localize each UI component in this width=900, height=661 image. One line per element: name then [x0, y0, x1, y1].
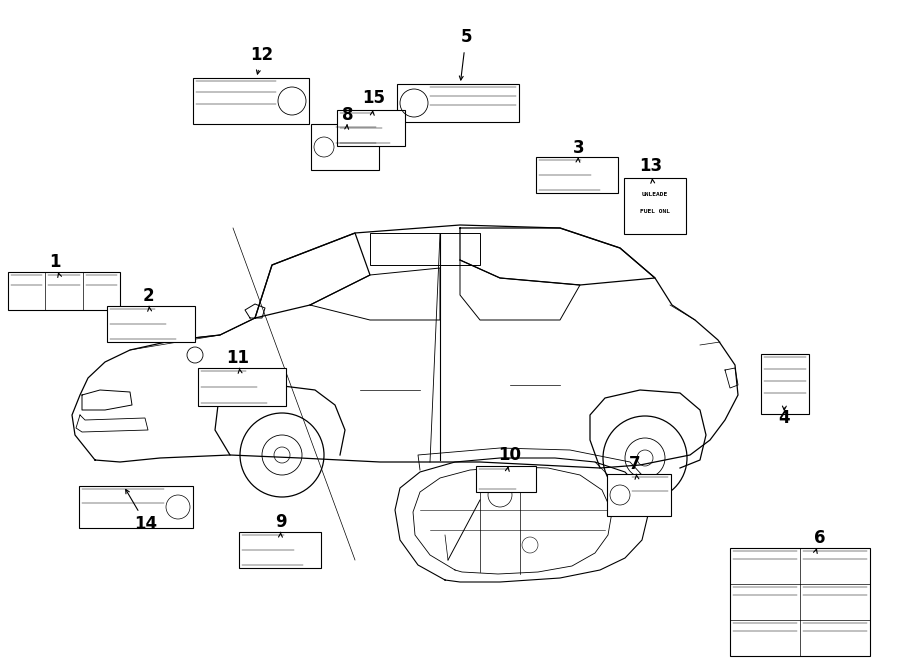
- Bar: [761, 354, 809, 414]
- Bar: [370, 233, 480, 265]
- Bar: [193, 78, 309, 124]
- Bar: [607, 474, 671, 516]
- Text: 8: 8: [342, 106, 354, 124]
- Text: 1: 1: [50, 253, 61, 271]
- Text: 7: 7: [629, 455, 641, 473]
- Bar: [397, 84, 519, 122]
- Bar: [8, 272, 120, 310]
- Text: FUEL ONL: FUEL ONL: [640, 209, 670, 214]
- Text: 5: 5: [460, 28, 472, 46]
- Text: 6: 6: [814, 529, 826, 547]
- Text: 10: 10: [499, 446, 521, 464]
- Text: 9: 9: [275, 513, 287, 531]
- Bar: [536, 157, 618, 193]
- Bar: [624, 178, 686, 234]
- Text: 11: 11: [227, 349, 249, 367]
- Bar: [730, 548, 870, 656]
- Bar: [79, 486, 193, 528]
- Bar: [239, 532, 321, 568]
- Bar: [198, 368, 286, 406]
- Text: 3: 3: [573, 139, 585, 157]
- Text: 13: 13: [639, 157, 662, 175]
- Text: 14: 14: [134, 515, 158, 533]
- Text: 4: 4: [778, 409, 790, 427]
- Bar: [337, 110, 405, 146]
- Bar: [311, 124, 379, 170]
- Bar: [107, 306, 195, 342]
- Text: UNLEADE: UNLEADE: [642, 192, 668, 197]
- Text: 12: 12: [250, 46, 274, 64]
- Bar: [476, 466, 536, 492]
- Text: 15: 15: [363, 89, 385, 107]
- Text: 2: 2: [142, 287, 154, 305]
